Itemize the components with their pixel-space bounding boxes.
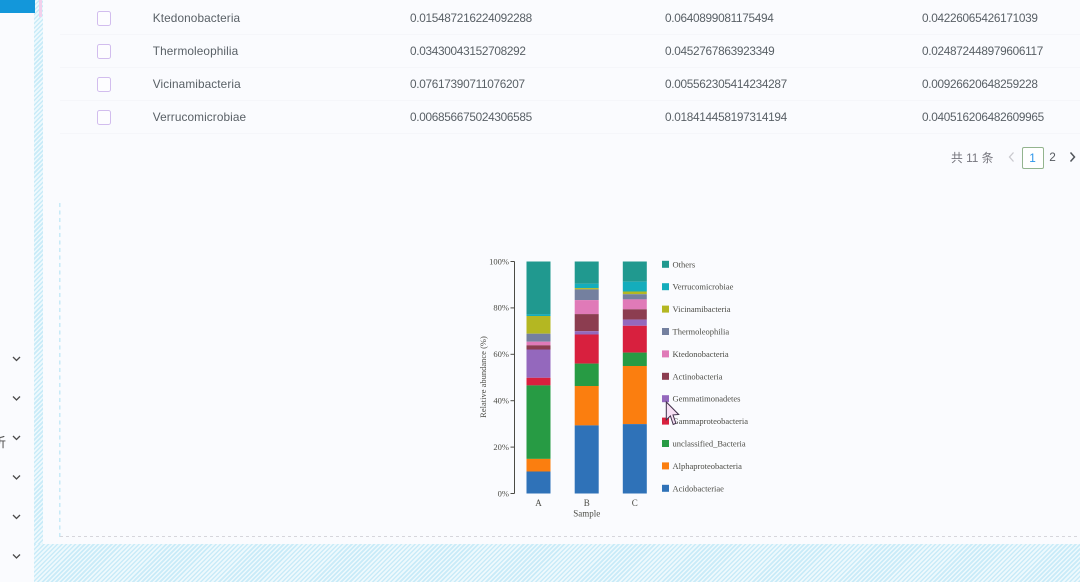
svg-text:B: B — [584, 498, 590, 508]
svg-text:Acidobacteriae: Acidobacteriae — [673, 483, 725, 493]
svg-text:60%: 60% — [493, 349, 509, 359]
svg-text:Others: Others — [673, 259, 696, 269]
svg-text:Alphaproteobacteria: Alphaproteobacteria — [673, 461, 743, 471]
svg-text:A: A — [535, 498, 542, 508]
svg-text:unclassified_Bacteria: unclassified_Bacteria — [673, 439, 746, 449]
svg-text:析: 析 — [0, 435, 6, 450]
svg-text:100%: 100% — [489, 256, 509, 266]
svg-text:Sample: Sample — [573, 509, 600, 519]
svg-text:0%: 0% — [498, 488, 509, 498]
svg-text:C: C — [632, 498, 638, 508]
svg-text:Thermoleophilia: Thermoleophilia — [673, 327, 730, 337]
svg-text:Verrucomicrobiae: Verrucomicrobiae — [673, 282, 734, 292]
svg-text:40%: 40% — [493, 396, 509, 406]
svg-text:Gammaproteobacteria: Gammaproteobacteria — [673, 416, 749, 426]
svg-text:80%: 80% — [493, 303, 509, 313]
svg-text:Ktedonobacteria: Ktedonobacteria — [673, 349, 729, 359]
svg-text:Relative abundance (%): Relative abundance (%) — [478, 336, 488, 418]
svg-text:Vicinamibacteria: Vicinamibacteria — [673, 304, 731, 314]
svg-text:20%: 20% — [493, 442, 509, 452]
svg-text:Actinobacteria: Actinobacteria — [673, 371, 723, 381]
svg-text:Gemmatimonadetes: Gemmatimonadetes — [673, 394, 741, 404]
